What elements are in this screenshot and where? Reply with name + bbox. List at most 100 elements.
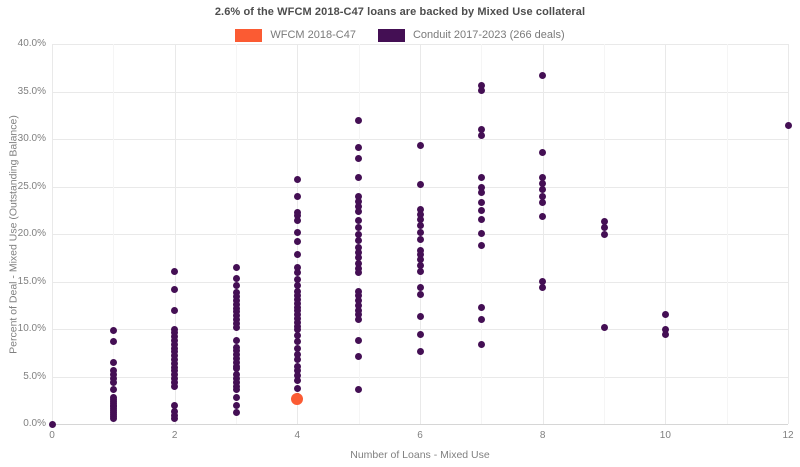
scatter-point bbox=[293, 372, 301, 380]
scatter-point bbox=[293, 351, 301, 359]
scatter-point bbox=[232, 297, 240, 304]
scatter-point bbox=[539, 192, 547, 200]
scatter-point bbox=[232, 409, 240, 417]
scatter-point bbox=[355, 353, 363, 361]
scatter-point bbox=[293, 315, 301, 323]
scatter-point bbox=[171, 408, 179, 416]
scatter-point bbox=[293, 362, 301, 370]
scatter-point bbox=[477, 188, 485, 196]
scatter-point bbox=[416, 261, 424, 269]
scatter-point bbox=[661, 331, 669, 339]
x-axis-title: Number of Loans - Mixed Use bbox=[350, 449, 490, 461]
scatter-point bbox=[539, 213, 547, 221]
x-tick-label: 6 bbox=[417, 430, 423, 441]
scatter-point bbox=[171, 355, 179, 363]
scatter-point bbox=[171, 382, 179, 390]
scatter-point bbox=[232, 386, 240, 394]
scatter-point bbox=[293, 376, 301, 384]
scatter-point bbox=[293, 311, 301, 319]
scatter-point bbox=[232, 365, 240, 373]
scatter-point bbox=[355, 217, 363, 225]
scatter-point bbox=[355, 264, 363, 272]
scatter-point bbox=[171, 414, 179, 422]
y-tick-label: 20.0% bbox=[17, 228, 46, 239]
chart-title: 2.6% of the WFCM 2018-C47 loans are back… bbox=[214, 6, 586, 18]
scatter-point bbox=[539, 199, 547, 207]
scatter-point bbox=[416, 267, 424, 275]
x-gridline bbox=[665, 44, 667, 424]
scatter-point bbox=[171, 352, 179, 360]
scatter-point bbox=[355, 193, 363, 201]
x-minor-gridline bbox=[726, 44, 728, 424]
x-gridline bbox=[52, 44, 53, 424]
scatter-point bbox=[232, 401, 240, 409]
x-tick-label: 0 bbox=[49, 430, 55, 441]
x-tick-label: 2 bbox=[171, 430, 178, 441]
scatter-point bbox=[661, 311, 669, 319]
scatter-point bbox=[293, 276, 301, 284]
scatter-point bbox=[171, 336, 179, 344]
scatter-point bbox=[477, 229, 485, 237]
scatter-point bbox=[109, 378, 117, 386]
x-tick-label: 8 bbox=[539, 430, 546, 441]
y-tick-label: 30.0% bbox=[17, 133, 46, 144]
scatter-point bbox=[784, 122, 792, 130]
scatter-point bbox=[477, 340, 485, 348]
scatter-point bbox=[232, 351, 240, 359]
scatter-point bbox=[171, 306, 179, 314]
scatter-point bbox=[416, 283, 424, 291]
scatter-point bbox=[600, 323, 608, 331]
scatter-point bbox=[232, 304, 240, 312]
scatter-point bbox=[232, 374, 240, 382]
scatter-point bbox=[171, 401, 179, 409]
scatter-point bbox=[293, 367, 301, 375]
scatter-point bbox=[355, 301, 363, 309]
scatter-point bbox=[355, 237, 363, 245]
scatter-point bbox=[293, 281, 301, 289]
scatter-point bbox=[416, 236, 424, 244]
y-tick-label: 35.0% bbox=[17, 85, 46, 97]
y-tick-label: 40.0% bbox=[17, 38, 46, 49]
legend-swatch bbox=[377, 28, 405, 42]
scatter-point bbox=[171, 333, 179, 341]
scatter-point bbox=[232, 308, 240, 316]
scatter-point bbox=[539, 185, 547, 193]
scatter-point bbox=[232, 289, 240, 297]
scatter-point bbox=[416, 348, 424, 356]
scatter-point bbox=[293, 303, 301, 311]
scatter-point bbox=[539, 174, 547, 182]
scatter-point bbox=[232, 263, 240, 271]
scatter-point bbox=[355, 336, 363, 344]
scatter-point bbox=[600, 230, 608, 238]
y-tick-label: 5.0% bbox=[23, 370, 46, 382]
y-tick-label: 0.0% bbox=[23, 418, 46, 429]
scatter-point bbox=[293, 345, 301, 353]
scatter-point bbox=[171, 359, 179, 367]
scatter-point bbox=[416, 251, 424, 259]
scatter-point bbox=[355, 144, 363, 152]
scatter-point bbox=[48, 420, 56, 428]
scatter-point bbox=[293, 192, 301, 200]
scatter-point bbox=[109, 327, 117, 335]
chart-legend: WFCM 2018-C47 Conduit 2017-2023 (266 deal… bbox=[0, 27, 800, 43]
legend-label: WFCM 2018-C47 bbox=[270, 29, 356, 41]
scatter-point bbox=[109, 414, 117, 422]
scatter-point bbox=[355, 243, 363, 251]
scatter-point bbox=[355, 288, 363, 296]
y-tick-label: 15.0% bbox=[17, 275, 46, 287]
scatter-point bbox=[477, 126, 485, 133]
scatter-point bbox=[109, 374, 117, 382]
scatter-point bbox=[171, 348, 179, 356]
x-minor-gridline bbox=[113, 44, 115, 424]
scatter-point bbox=[232, 343, 240, 351]
scatter-point bbox=[232, 323, 240, 331]
scatter-point bbox=[293, 212, 301, 220]
scatter-point bbox=[232, 393, 240, 401]
scatter-point bbox=[416, 142, 424, 150]
scatter-point bbox=[355, 223, 363, 231]
scatter-point bbox=[293, 337, 301, 345]
y-tick-label: 10.0% bbox=[17, 323, 46, 334]
scatter-point bbox=[477, 316, 485, 323]
x-tick-label: 10 bbox=[659, 430, 671, 441]
